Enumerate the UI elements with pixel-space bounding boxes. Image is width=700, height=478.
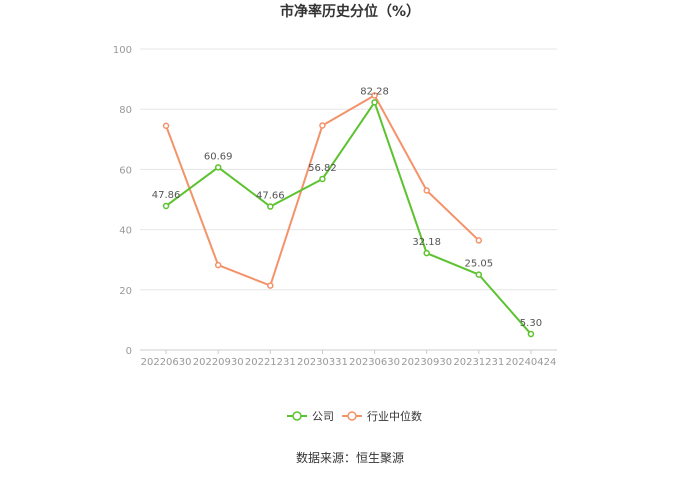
data-point[interactable] [267,282,274,289]
data-point[interactable] [475,271,483,278]
data-point[interactable] [214,261,222,269]
data-label: 60.69 [204,151,233,162]
x-tick-label: 20230930 [401,357,452,368]
x-tick-label: 20231231 [453,357,504,368]
data-point[interactable] [371,99,378,106]
y-tick-label: 60 [119,165,132,176]
data-point[interactable] [319,175,326,183]
data-label: 56.82 [308,163,337,174]
data-point[interactable] [319,122,326,129]
series-company: 47.86 60.69 47.66 56.82 82.28 32.18 25.05 5.30 [152,86,542,338]
x-tick-label: 20220930 [193,357,244,368]
y-tick-label: 80 [119,105,132,116]
y-tick-label: 100 [113,45,132,56]
legend-marker-icon [347,411,357,421]
data-label: 47.66 [256,191,285,202]
x-axis-ticks: 20220630 20220930 20221231 20230331 20230630… [141,350,556,368]
x-tick-label: 20240424 [505,357,556,368]
y-axis-ticks: 0 20 40 60 80 100 [113,45,132,357]
y-tick-label: 0 [126,346,132,357]
x-tick-label: 20230630 [349,357,400,368]
legend-label: 公司 [312,410,334,423]
x-tick-label: 20230331 [297,357,348,368]
chart-title: 市净率历史分位（%） [280,3,420,20]
legend-item-company[interactable]: 公司 [287,410,334,423]
data-label: 82.28 [360,86,389,97]
data-point[interactable] [423,249,430,257]
data-source: 数据来源：恒生聚源 [296,450,404,465]
data-label: 25.05 [464,259,493,270]
x-tick-label: 20220630 [141,357,192,368]
data-point[interactable] [267,203,274,210]
data-point[interactable] [475,237,483,244]
data-label: 47.86 [152,190,181,201]
grid-lines [140,48,557,351]
x-tick-label: 20221231 [245,357,296,368]
legend[interactable]: 公司 行业中位数 [287,409,422,423]
y-tick-label: 40 [119,226,132,237]
data-label: 5.30 [520,318,542,329]
data-point[interactable] [162,202,170,210]
series-layer: 47.86 60.69 47.66 56.82 82.28 32.18 25.05 5.30 [152,86,542,338]
y-tick-label: 20 [119,286,132,297]
data-point[interactable] [423,187,430,194]
legend-label: 行业中位数 [367,409,422,423]
legend-item-industry-median[interactable]: 行业中位数 [342,409,422,423]
series-line [165,101,532,335]
data-point[interactable] [371,92,378,99]
data-label: 32.18 [412,237,441,248]
data-point[interactable] [527,330,535,338]
legend-marker-icon [292,411,302,421]
data-point[interactable] [162,122,170,130]
series-industry-median [162,92,483,289]
data-point[interactable] [214,164,222,171]
